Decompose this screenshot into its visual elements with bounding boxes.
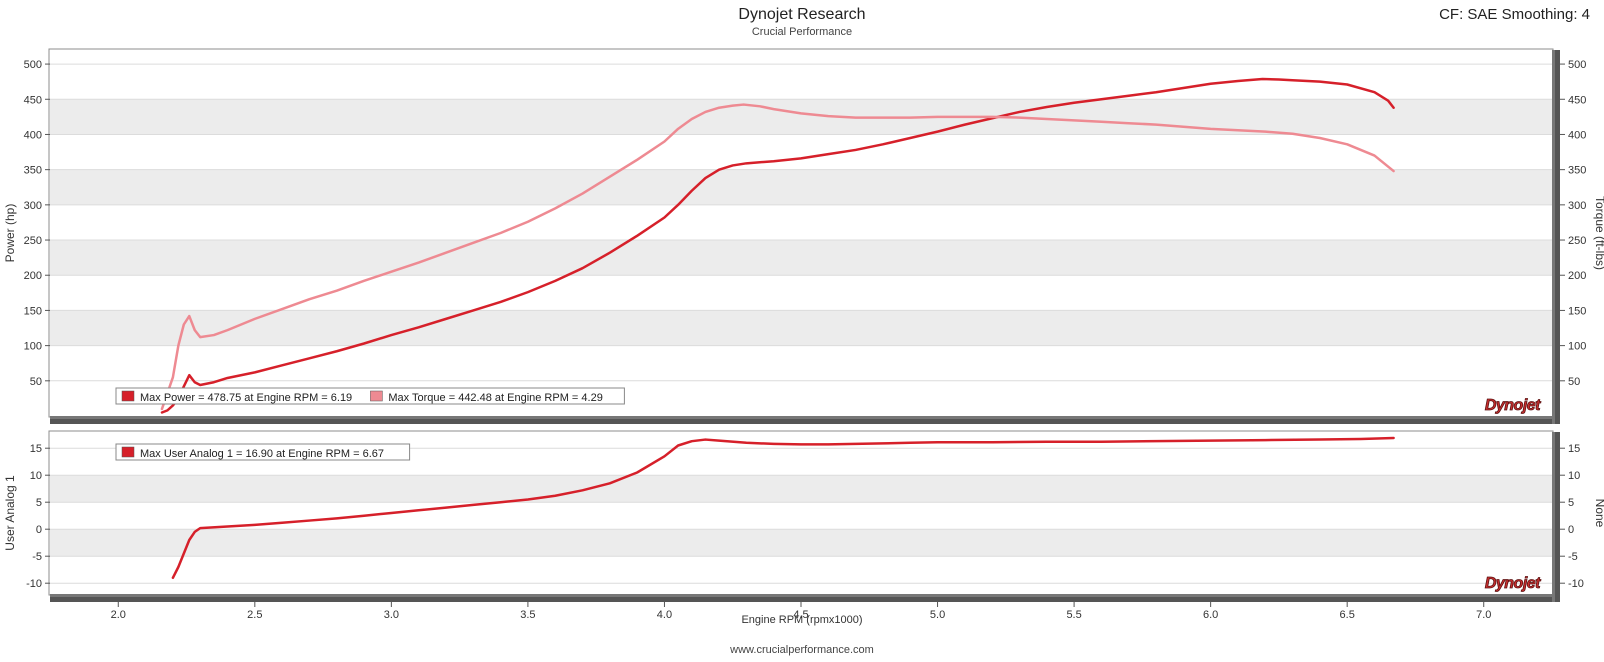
user-analog-chart: -10-5051015-10-5051015User Analog 1None2…: [0, 0, 1604, 662]
svg-text:-10: -10: [26, 578, 42, 590]
svg-text:5: 5: [1568, 497, 1574, 509]
svg-text:0: 0: [1568, 524, 1574, 536]
page-root: Dynojet Research Crucial Performance CF:…: [0, 0, 1604, 662]
svg-text:15: 15: [30, 443, 42, 455]
footer-url: www.crucialperformance.com: [0, 644, 1604, 656]
svg-text:Dynojet: Dynojet: [1485, 575, 1541, 592]
svg-text:15: 15: [1568, 443, 1580, 455]
svg-text:-10: -10: [1568, 578, 1584, 590]
x-axis-title: Engine RPM (rpmx1000): [0, 614, 1604, 626]
svg-text:Max User Analog 1 = 16.90 at E: Max User Analog 1 = 16.90 at Engine RPM …: [140, 448, 384, 460]
svg-text:10: 10: [1568, 470, 1580, 482]
svg-text:-5: -5: [32, 551, 42, 563]
svg-text:User Analog 1: User Analog 1: [3, 475, 17, 551]
svg-text:0: 0: [36, 524, 42, 536]
svg-text:None: None: [1593, 499, 1604, 528]
svg-text:10: 10: [30, 470, 42, 482]
svg-text:5: 5: [36, 497, 42, 509]
svg-text:-5: -5: [1568, 551, 1578, 563]
